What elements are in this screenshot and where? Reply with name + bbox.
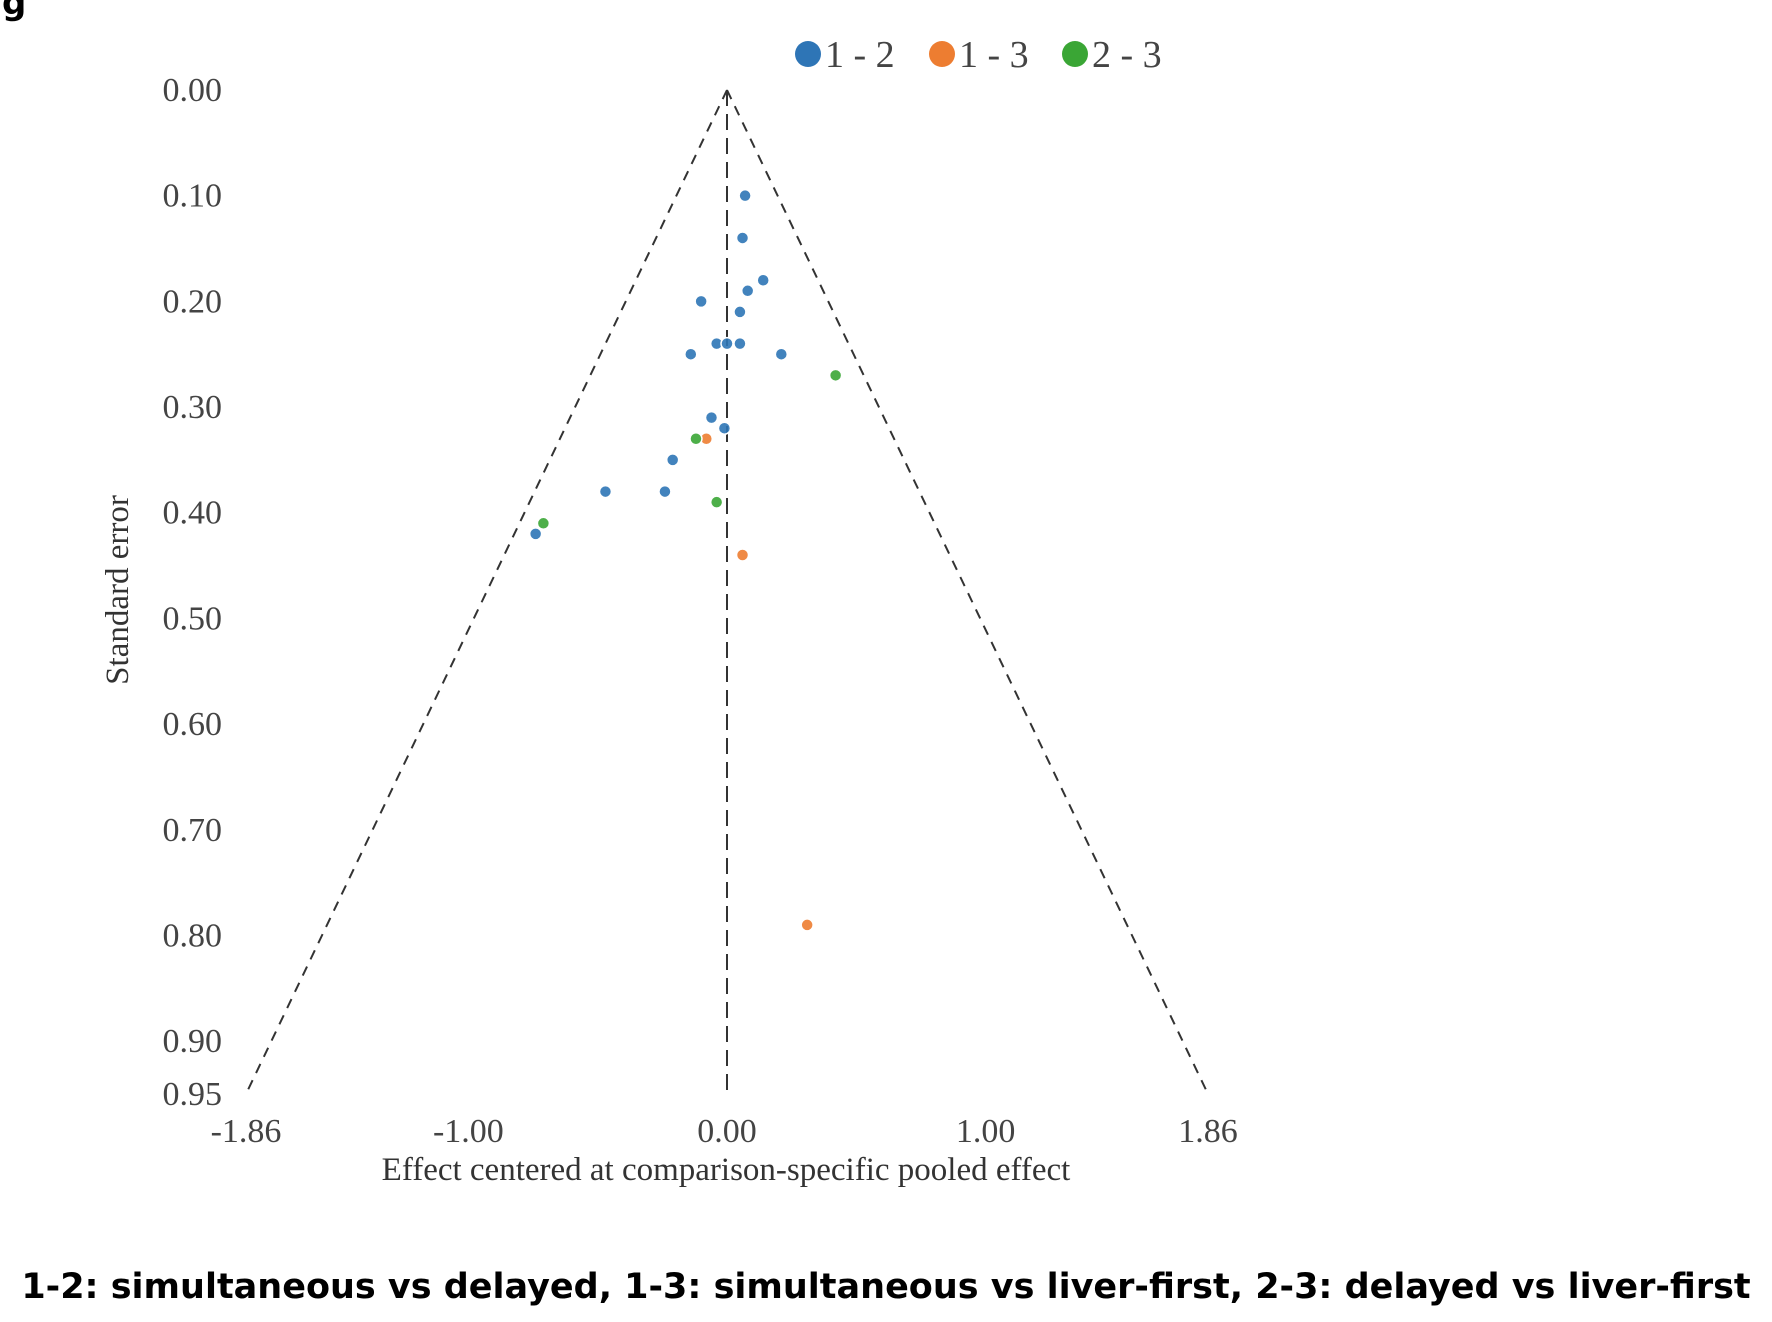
data-point-1-2: [658, 484, 672, 499]
data-point-1-2: [528, 527, 543, 541]
legend-marker: [929, 41, 955, 67]
legend-label: 2 - 3: [1092, 34, 1162, 76]
data-point-1-2: [665, 453, 680, 467]
x-axis-ticks: -1.86 -1.00 0.00 1.00 1.86: [211, 1113, 1238, 1150]
y-tick-label: 0.70: [163, 812, 223, 849]
data-points: [528, 188, 843, 932]
funnel-left-line: [245, 89, 728, 1095]
data-point-2-3: [689, 432, 703, 446]
y-tick-label: 0.00: [163, 72, 223, 109]
data-point-1-2: [720, 336, 734, 351]
data-point-1-2: [756, 273, 770, 287]
y-tick-label: 0.20: [163, 283, 223, 320]
y-tick-label: 0.30: [163, 389, 223, 426]
data-point-2-3: [709, 495, 724, 509]
data-point-1-2: [740, 284, 755, 298]
y-tick-label: 0.40: [163, 495, 223, 532]
data-point-2-3: [536, 516, 551, 531]
y-tick-label: 0.60: [163, 706, 223, 743]
data-point-2-3: [828, 368, 843, 383]
data-point-1-2: [733, 305, 747, 319]
y-tick-label: 0.50: [163, 600, 223, 637]
funnel-right-line: [726, 89, 1209, 1095]
legend-label: 1 - 2: [825, 34, 895, 76]
data-point-1-2: [704, 410, 719, 425]
y-axis-title: Standard error: [100, 495, 136, 685]
funnel-lines: [245, 89, 1209, 1095]
y-tick-label: 0.10: [163, 178, 223, 215]
x-tick-label: 1.00: [956, 1113, 1016, 1150]
y-axis-ticks: 0.00 0.10 0.20 0.30 0.40 0.50 0.60 0.70 0.80 0.90…: [163, 72, 223, 1113]
data-point-1-2: [738, 188, 752, 203]
legend-marker: [795, 41, 821, 67]
legend: 1 - 2 1 - 3 2 - 3: [795, 34, 1162, 76]
y-tick-label: 0.90: [163, 1023, 223, 1060]
data-point-1-2: [774, 347, 789, 361]
y-tick-label: 0.80: [163, 917, 223, 954]
data-point-1-2: [684, 347, 698, 361]
data-point-1-3: [735, 548, 750, 562]
data-point-1-2: [717, 421, 732, 435]
y-tick-label: 0.95: [163, 1076, 223, 1113]
data-point-1-2: [733, 336, 747, 351]
legend-label: 1 - 3: [959, 34, 1029, 76]
legend-marker: [1062, 41, 1088, 67]
x-axis-title: Effect centered at comparison-specific p…: [382, 1152, 1071, 1188]
x-tick-label: -1.00: [433, 1113, 504, 1150]
x-tick-label: 0.00: [697, 1113, 757, 1150]
figure-title-fragment: g: [2, 0, 26, 23]
data-point-1-2: [694, 294, 708, 309]
data-point-1-2: [735, 231, 750, 245]
data-point-1-3: [800, 918, 814, 932]
figure-footnote: 1-2: simultaneous vs delayed, 1-3: simul…: [21, 1267, 1751, 1307]
data-point-1-2: [598, 484, 613, 499]
x-tick-label: 1.86: [1178, 1113, 1238, 1150]
x-tick-label: -1.86: [211, 1113, 282, 1150]
